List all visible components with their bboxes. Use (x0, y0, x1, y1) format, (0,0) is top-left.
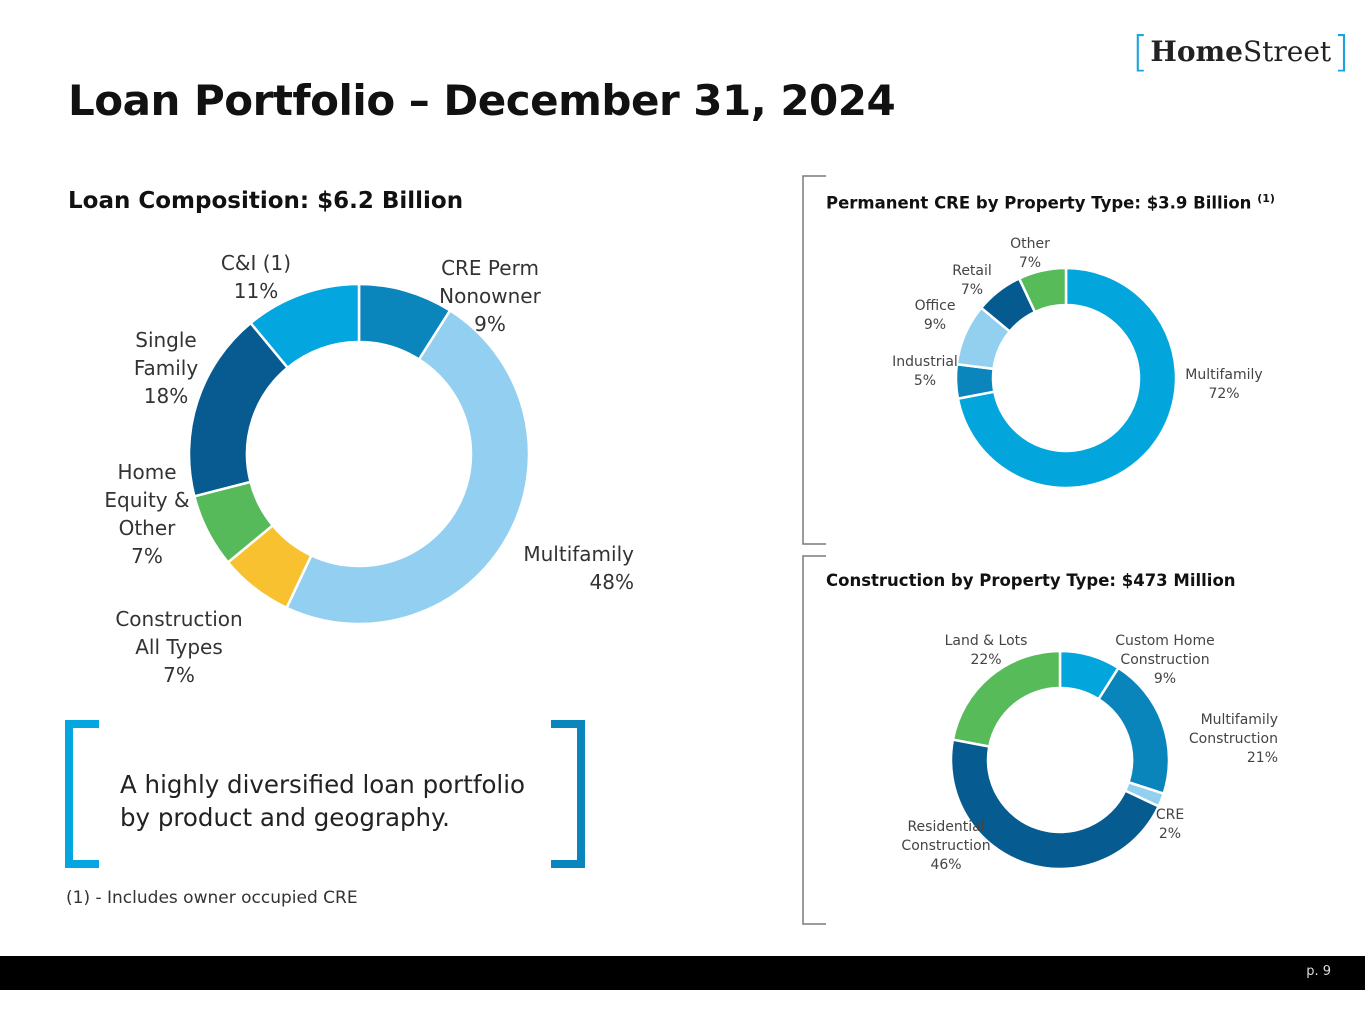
perm-cre-title-text: Permanent CRE by Property Type: $3.9 Bil… (826, 193, 1252, 213)
label-perm-multifamily: Multifamily 72% (1172, 366, 1276, 404)
logo-home: Home (1150, 35, 1243, 68)
label-line: All Types (135, 635, 223, 659)
logo-street: Street (1242, 35, 1332, 68)
callout-bracket-right (551, 720, 585, 868)
label-line: C&I (1) (220, 251, 292, 275)
label-line: Other (118, 516, 176, 540)
label-single-family: Single Family 18% (122, 326, 210, 410)
label-perm-other: Other 7% (1002, 235, 1058, 273)
callout-text: A highly diversified loan portfolio by p… (120, 768, 550, 834)
perm-cre-slices (955, 267, 1177, 489)
label-line: Single (135, 328, 197, 352)
perm-cre-title-sup: (1) (1257, 192, 1275, 205)
label-line: Other (1010, 236, 1050, 252)
label-value: 7% (163, 663, 195, 687)
label-line: Home (117, 460, 177, 484)
slice-constr-residential (950, 738, 1161, 870)
label-constr-residential: Residential Construction 46% (892, 818, 1000, 875)
callout-bracket-left (65, 720, 99, 868)
right-panel-dividers (802, 175, 826, 925)
construction-title: Construction by Property Type: $473 Mill… (826, 571, 1236, 590)
label-line: Construction (1188, 731, 1278, 747)
label-line: Construction (115, 607, 243, 631)
label-line: Retail (952, 263, 992, 279)
logo-wordmark: HomeStreet (1148, 32, 1333, 72)
label-perm-industrial: Industrial 5% (886, 353, 964, 391)
construction-slices (950, 650, 1170, 870)
label-perm-retail: Retail 7% (944, 262, 1000, 300)
label-line: Family (133, 356, 199, 380)
label-value: 7% (960, 282, 984, 298)
perm-cre-title: Permanent CRE by Property Type: $3.9 Bil… (826, 192, 1275, 213)
label-line: Equity & (104, 488, 190, 512)
label-value: 5% (913, 373, 937, 389)
label-constr-custom: Custom Home Construction 9% (1104, 632, 1226, 689)
perm-cre-donut (955, 267, 1177, 489)
label-line: Construction (1120, 652, 1210, 668)
loan-composition-slices (188, 283, 530, 625)
label-constr-cre: CRE 2% (1150, 806, 1190, 844)
construction-donut (950, 650, 1170, 870)
slice-multifamily (284, 308, 530, 625)
label-perm-office: Office 9% (906, 297, 964, 335)
label-line: Custom Home (1115, 633, 1215, 649)
label-value: 48% (589, 570, 634, 594)
label-value: 9% (923, 317, 947, 333)
label-line: Nonowner (439, 284, 541, 308)
logo-bracket-right: ] (1333, 27, 1350, 76)
label-value: 21% (1246, 750, 1278, 766)
label-value: 11% (233, 279, 279, 303)
label-line: Multifamily (1200, 712, 1278, 728)
label-line: Land & Lots (944, 633, 1028, 649)
label-cre-perm: CRE Perm Nonowner 9% (432, 254, 548, 338)
callout-line-1: A highly diversified loan portfolio (120, 770, 526, 799)
page-number: p. 9 (1306, 964, 1331, 979)
divider-lower (802, 555, 826, 925)
loan-composition-donut (188, 283, 530, 625)
label-line: Multifamily (523, 542, 634, 566)
label-value: 18% (143, 384, 189, 408)
footnote: (1) - Includes owner occupied CRE (66, 888, 358, 908)
page-title: Loan Portfolio – December 31, 2024 (68, 76, 896, 125)
label-line: CRE Perm (441, 256, 539, 280)
label-line: Residential (907, 819, 985, 835)
loan-composition-title: Loan Composition: $6.2 Billion (68, 188, 464, 214)
divider-upper (802, 175, 826, 545)
slice-perm-other (1017, 267, 1068, 314)
footer-bar (0, 956, 1365, 990)
label-value: 46% (930, 857, 962, 873)
logo-bracket-left: [ (1132, 27, 1149, 76)
label-value: 7% (131, 544, 163, 568)
label-multifamily: Multifamily 48% (512, 540, 634, 596)
slice-c-and-i (248, 283, 361, 370)
label-value: 22% (970, 652, 1002, 668)
slice-perm-multifamily (956, 267, 1177, 489)
label-line: Office (914, 298, 956, 314)
label-value: 9% (1153, 671, 1177, 687)
callout-line-2: by product and geography. (120, 803, 450, 832)
label-constr-land: Land & Lots 22% (936, 632, 1036, 670)
label-value: 72% (1208, 386, 1240, 402)
label-home-equity: Home Equity & Other 7% (96, 458, 198, 570)
label-construction: Construction All Types 7% (104, 605, 254, 689)
homestreet-logo: [ HomeStreet ] (1132, 27, 1350, 76)
label-constr-multifamily: Multifamily Construction 21% (1170, 711, 1278, 768)
bracket-left-path (65, 720, 99, 868)
label-line: Industrial (892, 354, 958, 370)
label-line: Multifamily (1185, 367, 1263, 383)
label-c-and-i: C&I (1) 11% (208, 249, 304, 305)
slice-constr-land (951, 650, 1062, 748)
label-line: CRE (1155, 807, 1185, 823)
label-value: 7% (1018, 255, 1042, 271)
bracket-right-path (551, 720, 585, 868)
label-value: 2% (1158, 826, 1182, 842)
label-value: 9% (474, 312, 506, 336)
label-line: Construction (901, 838, 991, 854)
